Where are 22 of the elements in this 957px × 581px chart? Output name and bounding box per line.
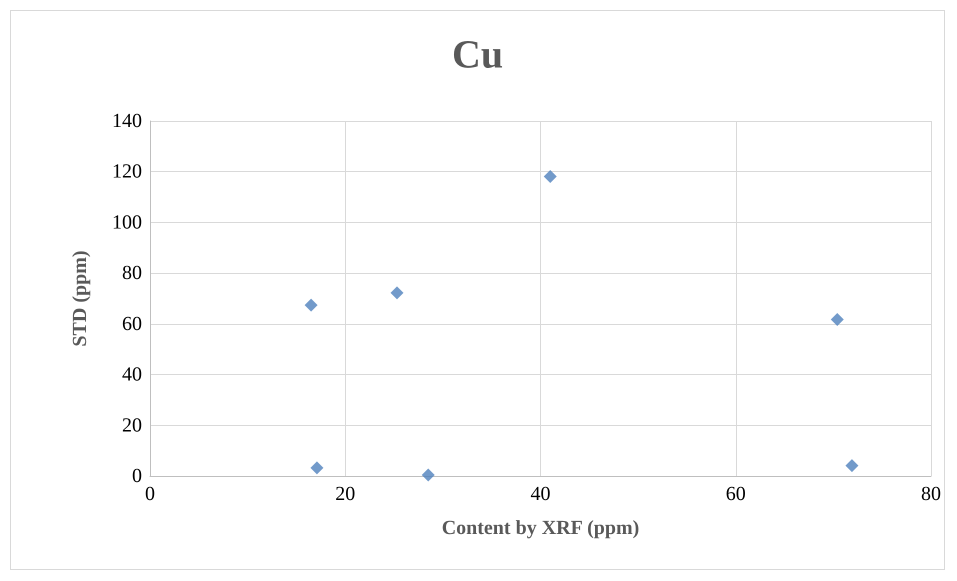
x-tick-label: 40 bbox=[530, 483, 550, 505]
point bbox=[830, 313, 844, 326]
point bbox=[845, 459, 858, 472]
x-tick-label: 80 bbox=[921, 483, 941, 505]
y-tick-label: 140 bbox=[112, 110, 142, 132]
point bbox=[390, 286, 404, 300]
y-tick-label: 60 bbox=[122, 312, 142, 335]
x-tick-label: 20 bbox=[335, 483, 356, 505]
chart-title: Cu bbox=[452, 32, 504, 76]
y-tick-label: 80 bbox=[122, 262, 142, 284]
y-tick-label: 0 bbox=[132, 465, 142, 487]
x-tick-label: 60 bbox=[726, 483, 746, 505]
y-tick-label: 100 bbox=[112, 211, 142, 234]
y-tick-label: 40 bbox=[122, 364, 142, 386]
y-tick-label: 120 bbox=[112, 160, 142, 183]
x-axis-title: Content by XRF (ppm) bbox=[442, 517, 640, 539]
y-tick-label: 20 bbox=[122, 414, 142, 436]
point bbox=[310, 461, 324, 474]
point bbox=[304, 298, 318, 312]
y-axis-title: STD (ppm) bbox=[69, 250, 91, 347]
point bbox=[544, 170, 557, 184]
point bbox=[422, 468, 435, 482]
